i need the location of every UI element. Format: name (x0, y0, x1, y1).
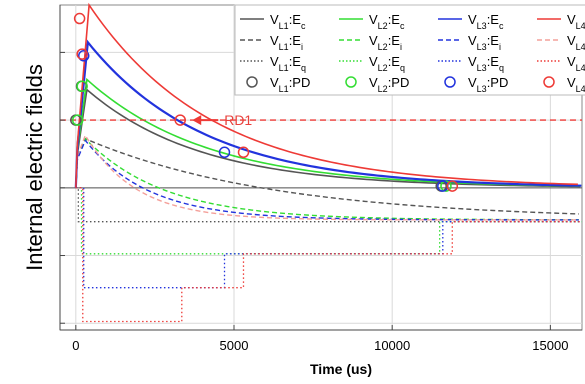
x-tick-label-3: 15000 (532, 338, 568, 353)
legend-label-2: VL2:Ec (369, 12, 405, 31)
legend-marker-13 (246, 76, 258, 88)
legend-label-1: VL1:Ec (270, 12, 306, 31)
legend-label-6: VL2:Ei (369, 33, 402, 52)
eq-series-3 (75, 187, 582, 289)
pd-marker-3-1 (77, 50, 90, 62)
ei-series-group (75, 133, 579, 221)
pd-marker-4-2 (76, 48, 88, 60)
ei-series-4 (75, 133, 579, 221)
legend-label-4: VL4:Ec (567, 12, 585, 31)
pd-markers-group (70, 12, 459, 192)
legend-label-5: VL1:Ei (270, 33, 303, 52)
annotation-arrowhead (192, 115, 202, 126)
ei-series-2 (75, 137, 579, 221)
legend-label-3: VL3:Ec (468, 12, 504, 31)
pd-marker-4-1 (73, 12, 86, 25)
legend-marker-14 (345, 76, 357, 88)
legend-label-12: VL4:Eq (567, 54, 585, 73)
x-tick-label-2: 10000 (374, 338, 410, 353)
pd-marker-2-1 (71, 114, 84, 126)
legend-marker-15 (444, 76, 456, 88)
pd-marker-4-4 (237, 146, 250, 159)
y-axis-label: Internal electric fields (22, 64, 47, 271)
annotation-group: RD1 (192, 112, 252, 128)
pd-marker-2-3 (440, 180, 452, 192)
x-tick-label-0: 0 (72, 338, 79, 353)
legend-label-9: VL1:Eq (270, 54, 306, 73)
pd-marker-4-3 (174, 114, 186, 126)
ei-series-1 (75, 137, 579, 215)
legend-marker-16 (543, 76, 555, 88)
legend-label-16: VL4:PD (567, 75, 585, 94)
eq-series-group (75, 187, 582, 323)
pd-marker-3-2 (218, 146, 231, 159)
ec-series-group (74, 2, 582, 188)
legend: VL1:Ec VL2:Ec VL3:Ec VL4:Ec VL1:Ei VL2:Ei VL3:… (234, 4, 585, 96)
annotation-label: RD1 (224, 112, 252, 128)
legend-label-10: VL2:Eq (369, 54, 405, 73)
legend-label-14: VL2:PD (369, 75, 409, 94)
legend-label-7: VL3:Ei (468, 33, 501, 52)
legend-box (234, 4, 585, 96)
pd-marker-4-5 (446, 180, 459, 192)
x-tick-label-1: 5000 (220, 338, 249, 353)
x-axis-label: Time (us) (310, 361, 372, 377)
legend-label-13: VL1:PD (270, 75, 310, 94)
ec-series-1 (75, 88, 581, 188)
legend-label-8: VL4:Ei (567, 33, 585, 52)
legend-label-11: VL3:Eq (468, 54, 504, 73)
eq-series-4 (75, 187, 582, 323)
x-ticks-group: 0 5000 10000 15000 (72, 325, 568, 353)
ec-series-3 (74, 39, 582, 188)
pd-marker-2-2 (76, 80, 88, 92)
ec-series-4 (75, 2, 578, 188)
axes-group (59, 5, 582, 331)
legend-label-15: VL3:PD (468, 75, 508, 94)
